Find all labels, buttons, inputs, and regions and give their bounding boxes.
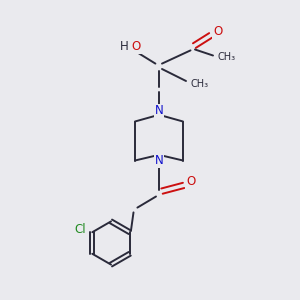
Text: CH₃: CH₃ bbox=[218, 52, 236, 62]
Text: O: O bbox=[213, 25, 222, 38]
Text: H: H bbox=[120, 40, 129, 53]
Text: Cl: Cl bbox=[74, 223, 85, 236]
Text: CH₃: CH₃ bbox=[190, 79, 208, 89]
Text: N: N bbox=[154, 104, 164, 118]
Text: N: N bbox=[154, 154, 164, 167]
Text: O: O bbox=[132, 40, 141, 53]
Text: O: O bbox=[186, 175, 195, 188]
